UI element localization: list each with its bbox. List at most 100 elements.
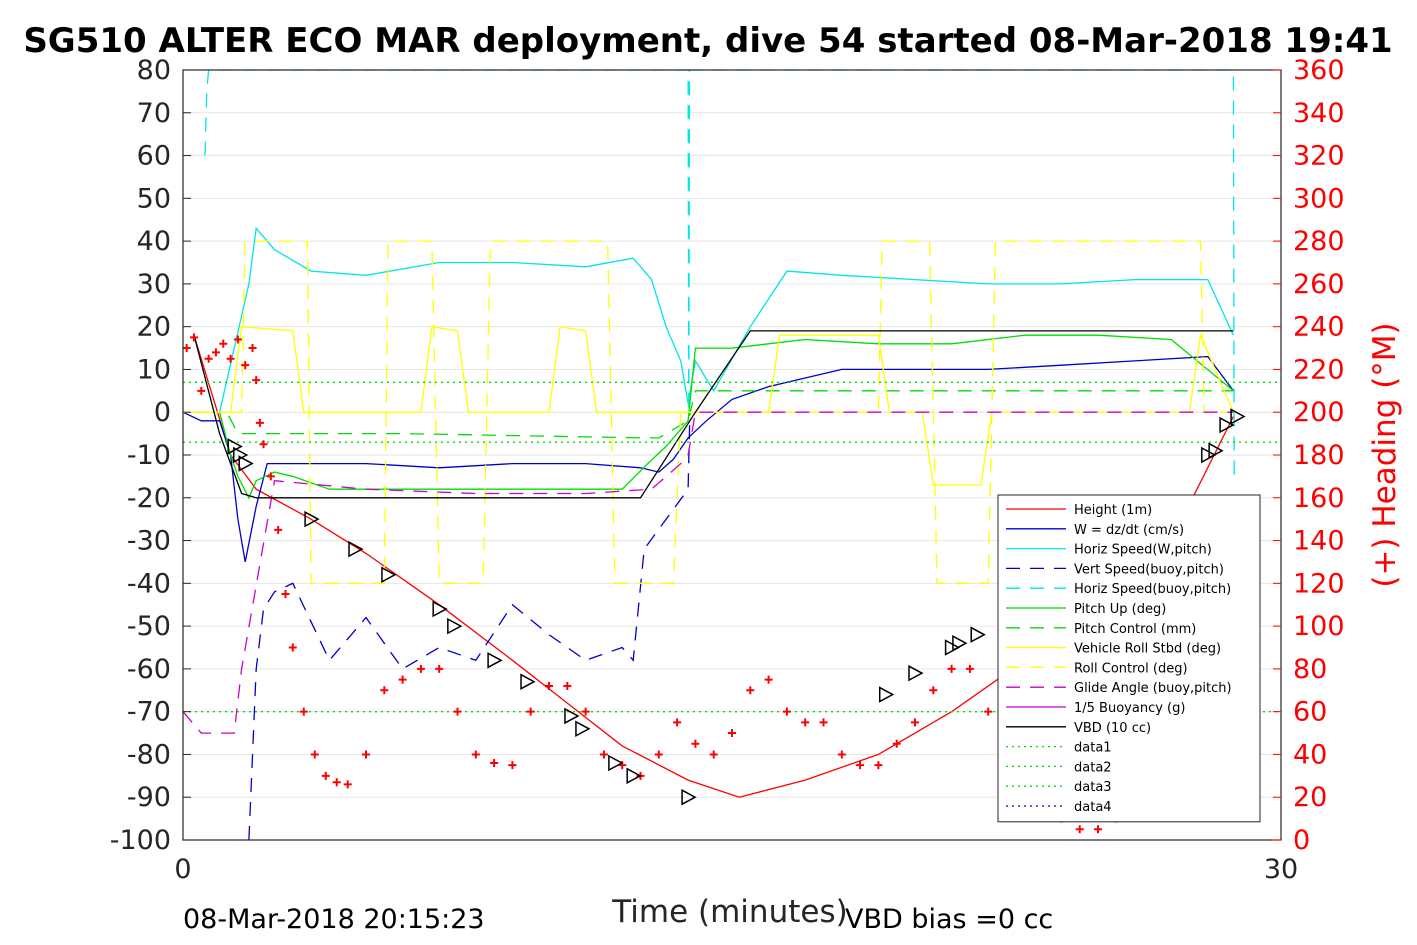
left-tick-label: 60: [137, 141, 171, 172]
heading-point: [984, 707, 993, 716]
legend-label: W = dz/dt (cm/s): [1074, 523, 1184, 538]
heading-point: [709, 750, 718, 759]
heading-point: [911, 718, 919, 727]
series-w: [182, 355, 1234, 563]
height-marker: [1201, 446, 1217, 464]
heading-point: [965, 664, 974, 673]
legend-label: Pitch Control (mm): [1074, 622, 1196, 637]
heading-point: [654, 750, 663, 759]
heading-point: [801, 718, 810, 727]
left-axis-ticks: 80 70 60 50 40 30 20 10 0 -10 -20 -30 -40 -50 -60 -70 -8…: [110, 55, 191, 856]
height-marker: [575, 720, 591, 738]
left-tick-label: -80: [127, 739, 171, 770]
right-tick-label: 20: [1293, 782, 1327, 813]
left-tick-label: 0: [154, 397, 171, 428]
heading-point: [332, 778, 341, 787]
heading-point: [1094, 825, 1102, 834]
height-marker: [232, 446, 249, 464]
right-tick-label: 260: [1293, 269, 1345, 300]
right-tick-label: 40: [1293, 739, 1327, 770]
heading-point: [471, 750, 480, 759]
series-glide_angle: [182, 411, 1234, 734]
left-tick-label: -50: [127, 611, 171, 642]
right-tick-label: 220: [1293, 354, 1345, 385]
x-axis-label: Time (minutes): [611, 894, 847, 930]
x-tick-label: 0: [174, 854, 191, 885]
heading-point: [204, 354, 213, 363]
heading-point: [281, 590, 290, 599]
series-vert_speed_buoy: [248, 412, 691, 841]
heading-point: [310, 750, 319, 759]
left-tick-label: -10: [127, 440, 171, 471]
heading-point: [856, 761, 865, 770]
heading-point: [362, 750, 370, 759]
heading-point: [219, 339, 228, 348]
right-tick-label: 320: [1293, 141, 1345, 172]
height-marker: [227, 438, 243, 455]
heading-point: [508, 761, 517, 770]
heading-point: [526, 707, 535, 716]
series-pitch_up: [183, 334, 1234, 500]
height-marker: [432, 600, 448, 618]
legend-label: Pitch Up (deg): [1074, 602, 1166, 617]
heading-point: [728, 729, 736, 738]
legend-label: data1: [1074, 741, 1112, 756]
right-tick-label: 280: [1293, 226, 1345, 257]
heading-point: [211, 348, 220, 357]
heading-point: [819, 718, 828, 727]
series-pitch_control: [183, 390, 1234, 439]
legend-label: Roll Control (deg): [1074, 661, 1188, 676]
heading-point: [398, 675, 407, 684]
legend-label: Vert Speed(buoy,pitch): [1074, 562, 1224, 577]
left-tick-label: -90: [127, 782, 171, 813]
heading-point: [252, 376, 261, 385]
height-marker: [487, 652, 503, 669]
right-tick-label: 200: [1293, 397, 1345, 428]
chart-title: SG510 ALTER ECO MAR deployment, dive 54 …: [23, 21, 1392, 61]
heading-point: [764, 675, 773, 684]
height-marker: [304, 510, 320, 528]
heading-point: [1075, 825, 1084, 834]
heading-point: [581, 707, 590, 716]
heading-point: [416, 664, 425, 673]
height-marker: [908, 664, 924, 682]
right-axis-label: (+) Heading (°M): [1367, 322, 1403, 587]
heading-point: [599, 750, 608, 759]
left-tick-label: 10: [137, 354, 171, 385]
left-tick-label: 20: [137, 312, 171, 343]
height-marker: [681, 788, 697, 806]
left-tick-label: -70: [127, 697, 171, 728]
heading-point: [837, 750, 846, 759]
series-horiz_speed_buoy: [204, 69, 1235, 477]
height-marker: [952, 634, 968, 652]
height-marker: [878, 686, 895, 703]
right-tick-label: 80: [1293, 654, 1327, 685]
footer-vbd-bias: VBD bias =0 cc: [845, 904, 1053, 935]
heading-point: [266, 472, 275, 481]
left-tick-label: 50: [137, 183, 171, 214]
legend-label: data3: [1074, 780, 1112, 795]
right-tick-label: 160: [1293, 483, 1345, 514]
footer-timestamp: 08-Mar-2018 20:15:23: [183, 904, 485, 935]
x-tick-label: 30: [1264, 854, 1298, 885]
height-marker: [348, 540, 364, 558]
right-tick-label: 120: [1293, 568, 1345, 599]
height-marker: [1208, 442, 1224, 459]
legend-label: VBD (10 cc): [1074, 721, 1151, 736]
legend-label: Horiz Speed(W,pitch): [1074, 543, 1212, 558]
heading-point: [947, 664, 956, 673]
heading-point: [226, 354, 235, 363]
height-marker: [1230, 408, 1246, 425]
heading-point: [343, 780, 352, 789]
heading-point: [380, 686, 389, 695]
right-tick-label: 0: [1293, 825, 1310, 856]
right-axis-ticks: 3603403203002802602402202001801601401201…: [1273, 55, 1345, 856]
left-tick-label: -30: [127, 526, 171, 557]
legend-label: Vehicle Roll Stbd (deg): [1074, 642, 1221, 657]
heading-point: [321, 771, 330, 780]
height-marker: [970, 626, 986, 643]
series-vbd: [193, 330, 1234, 499]
heading-point: [563, 682, 572, 690]
left-tick-label: 30: [137, 269, 171, 300]
